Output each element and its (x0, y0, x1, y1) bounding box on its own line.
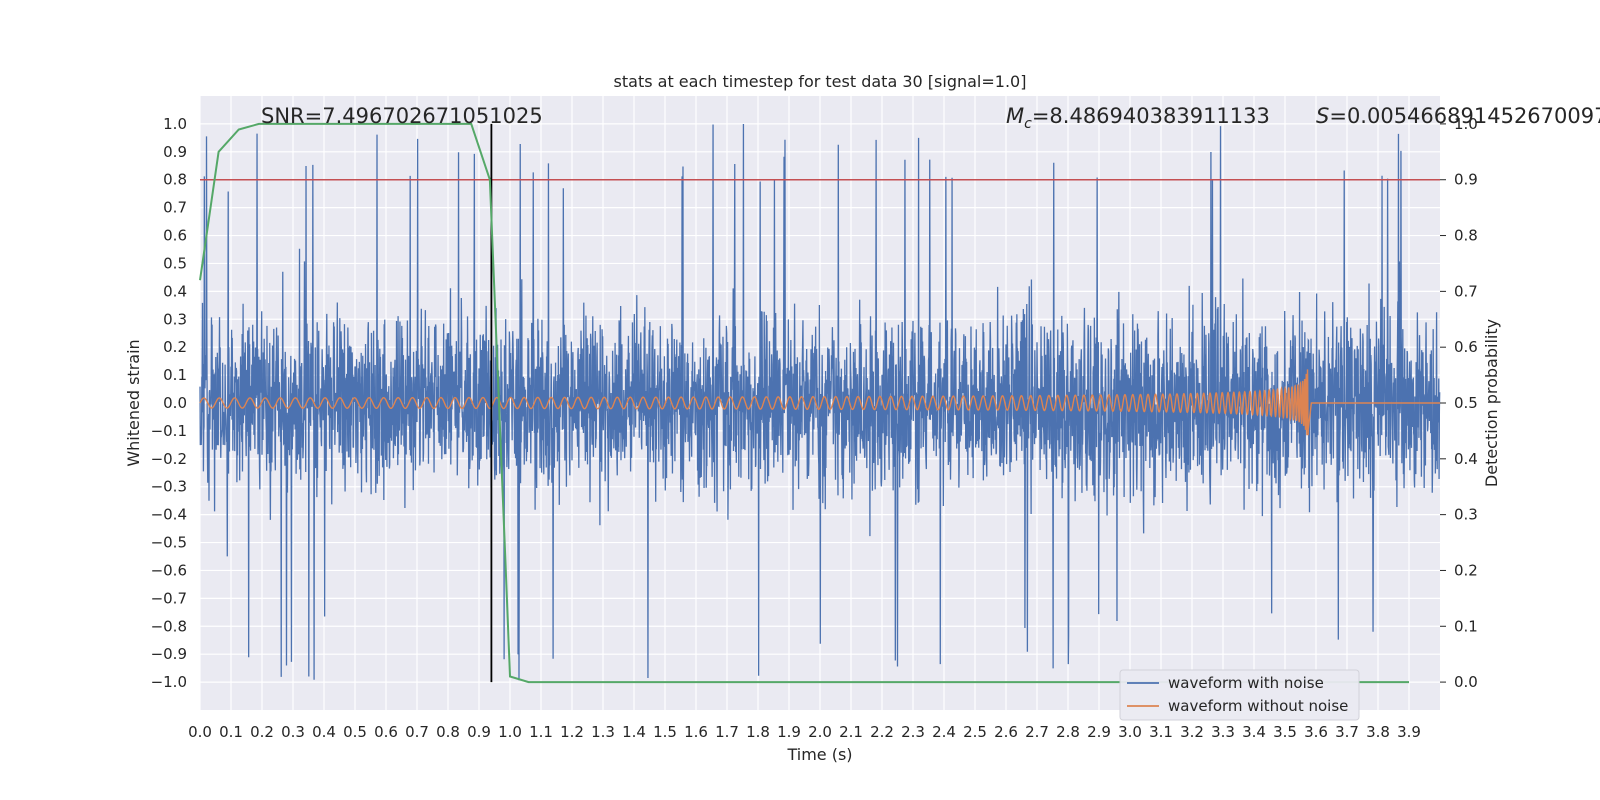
y-tick-label: 0.9 (163, 143, 187, 161)
y2-tick-label: 0.9 (1454, 171, 1478, 189)
y-axis-ticks: 1.0 0.9 0.8 0.7 0.6 0.5 0.4 0.3 0.2 0.1 0.0 −0.1 −0.… (151, 115, 187, 691)
legend: waveform with noise waveform without noi… (1119, 669, 1360, 721)
x-tick-label: 0.1 (219, 723, 243, 741)
y-tick-label: 0.7 (163, 199, 187, 217)
x-tick-label: 1.8 (746, 723, 770, 741)
y-tick-label: −0.1 (151, 422, 187, 440)
y-tick-label: 0.0 (163, 394, 187, 412)
y-axis-label: Whitened strain (124, 339, 143, 466)
x-tick-label: 3.4 (1242, 723, 1266, 741)
clean-waveform-line (199, 369, 1440, 436)
x-tick-label: 3.2 (1180, 723, 1204, 741)
x-tick-label: 1.1 (529, 723, 553, 741)
x-tick-label: 1.3 (591, 723, 615, 741)
snr-annotation: SNR=7.496702671051025 (261, 104, 543, 128)
x-tick-label: 0.6 (374, 723, 398, 741)
x-tick-label: 1.4 (622, 723, 646, 741)
overlays (199, 122, 1440, 684)
y2-tick-label: 0.4 (1454, 450, 1478, 468)
y-tick-label: −1.0 (151, 673, 187, 691)
chirp-mass-value: =8.486940383911133 (1032, 104, 1270, 128)
x-tick-label: 3.7 (1335, 723, 1359, 741)
legend-box (1119, 669, 1360, 721)
x-tick-label: 1.5 (653, 723, 677, 741)
y-tick-label: −0.3 (151, 478, 187, 496)
x-tick-label: 3.8 (1366, 723, 1390, 741)
y-tick-label: 0.5 (163, 254, 187, 272)
x-tick-label: 2.4 (932, 723, 956, 741)
x-tick-label: 0.4 (312, 723, 336, 741)
x-tick-label: 3.1 (1149, 723, 1173, 741)
chirp-mass-annotation: Mc=8.486940383911133 (1006, 104, 1270, 132)
x-tick-label: 2.9 (1087, 723, 1111, 741)
y-tick-label: 0.3 (163, 310, 187, 328)
legend-label-noise: waveform with noise (1168, 674, 1324, 692)
x-tick-label: 1.6 (684, 723, 708, 741)
x-tick-label: 0.9 (467, 723, 491, 741)
x-tick-label: 3.9 (1397, 723, 1421, 741)
y2-tick-label: 0.5 (1454, 394, 1478, 412)
noise-waveform-line (199, 124, 1441, 681)
y-tick-label: 1.0 (163, 115, 187, 133)
y-tick-label: −0.4 (151, 506, 187, 524)
y-tick-label: 0.1 (163, 366, 187, 384)
y2-tick-label: 0.2 (1454, 561, 1478, 579)
y-tick-label: −0.2 (151, 450, 187, 468)
chirp-mass-subscript: c (1024, 116, 1032, 132)
y2-tick-label: 0.1 (1454, 617, 1478, 635)
x-tick-label: 2.2 (870, 723, 894, 741)
y-tick-label: −0.5 (151, 534, 187, 552)
chart-title: stats at each timestep for test data 30 … (614, 72, 1027, 91)
y2-tick-label: 0.6 (1454, 338, 1478, 356)
series-waveform-with-noise (199, 124, 1441, 681)
chirp-mass-symbol: M (1006, 104, 1024, 128)
x-tick-label: 0.7 (405, 723, 429, 741)
x-tick-label: 2.7 (1025, 723, 1049, 741)
y2-axis-ticks: 1.0 0.9 0.8 0.7 0.6 0.5 0.4 0.3 0.2 0.1 0.0 (1440, 115, 1478, 691)
y2-axis-label: Detection probability (1482, 319, 1501, 487)
y2-tick-label: 1.0 (1454, 115, 1478, 133)
x-axis-label: Time (s) (786, 745, 852, 764)
x-tick-label: 3.0 (1118, 723, 1142, 741)
x-tick-label: 0.8 (436, 723, 460, 741)
y2-tick-label: 0.0 (1454, 673, 1478, 691)
y2-tick-label: 0.3 (1454, 506, 1478, 524)
s-symbol: S (1316, 104, 1329, 128)
s-value: =0.005466891452670097 (1329, 104, 1600, 128)
x-tick-label: 2.3 (901, 723, 925, 741)
x-tick-label: 2.5 (963, 723, 987, 741)
y-tick-label: 0.4 (163, 282, 187, 300)
y2-tick-label: 0.7 (1454, 282, 1478, 300)
y-tick-label: −0.7 (151, 589, 187, 607)
x-tick-label: 2.0 (808, 723, 832, 741)
x-tick-label: 1.2 (560, 723, 584, 741)
x-tick-label: 1.0 (498, 723, 522, 741)
y-tick-label: 0.8 (163, 171, 187, 189)
x-tick-label: 3.3 (1211, 723, 1235, 741)
y-tick-label: −0.9 (151, 645, 187, 663)
y2-tick-label: 0.8 (1454, 227, 1478, 245)
x-tick-label: 1.7 (715, 723, 739, 741)
x-tick-label: 2.1 (839, 723, 863, 741)
x-tick-label: 2.6 (994, 723, 1018, 741)
detection-probability-line (199, 122, 1409, 684)
x-tick-label: 2.8 (1056, 723, 1080, 741)
series-waveform-without-noise (199, 369, 1440, 436)
x-tick-label: 0.5 (343, 723, 367, 741)
x-tick-label: 0.2 (250, 723, 274, 741)
x-tick-label: 0.0 (188, 723, 212, 741)
y-tick-label: −0.6 (151, 561, 187, 579)
x-tick-label: 3.5 (1273, 723, 1297, 741)
x-tick-label: 3.6 (1304, 723, 1328, 741)
s-annotation: S=0.005466891452670097 (1316, 104, 1600, 128)
y-tick-label: 0.6 (163, 227, 187, 245)
x-tick-label: 1.9 (777, 723, 801, 741)
legend-label-clean: waveform without noise (1168, 697, 1348, 715)
y-tick-label: −0.8 (151, 617, 187, 635)
x-axis-ticks: 0.0 0.1 0.2 0.3 0.4 0.5 0.6 0.7 0.8 0.9 1.0 1.1 1.2 1… (188, 723, 1421, 741)
y-tick-label: 0.2 (163, 338, 187, 356)
x-tick-label: 0.3 (281, 723, 305, 741)
